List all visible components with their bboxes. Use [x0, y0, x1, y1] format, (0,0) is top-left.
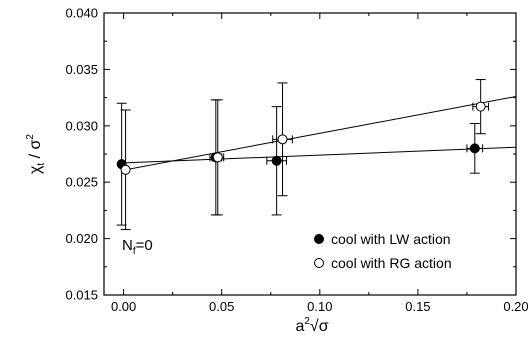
fit-line-lw — [121, 146, 517, 164]
annotation-rest: =0 — [136, 237, 153, 254]
data-point-lw — [469, 143, 480, 154]
data-point-lw — [271, 155, 282, 166]
annotation-base: N — [122, 237, 133, 254]
x-tick-label: 0.10 — [307, 299, 332, 314]
legend-label-rg: cool with RG action — [331, 255, 452, 271]
x-tick-label: 0.20 — [503, 299, 528, 314]
y-tick-label: 0.035 — [65, 62, 98, 77]
y-axis-title: χt / σ2 — [25, 134, 47, 174]
x-axis-title-base: a — [295, 318, 304, 335]
legend-marker-rg — [314, 258, 324, 268]
y-tick-label: 0.015 — [65, 288, 98, 303]
markers-group — [116, 101, 486, 175]
y-axis-title-base: χ — [27, 165, 44, 174]
x-axis-title-rest: √σ — [310, 318, 329, 335]
data-point-rg — [475, 101, 486, 112]
y-tick-label: 0.030 — [65, 118, 98, 133]
data-point-rg — [120, 164, 131, 175]
x-axis-title: a2√σ — [295, 316, 328, 335]
x-tick-label: 0.15 — [405, 299, 430, 314]
data-point-rg — [212, 152, 223, 163]
legend-marker-lw — [314, 234, 324, 244]
x-axis-title-sup: 2 — [304, 316, 310, 327]
y-tick-label: 0.025 — [65, 175, 98, 190]
annotation-sub: f — [133, 246, 136, 257]
y-tick-label: 0.020 — [65, 231, 98, 246]
y-tick-label: 0.040 — [65, 6, 98, 21]
x-tick-label: 0.00 — [111, 299, 136, 314]
legend-label-lw: cool with LW action — [331, 231, 451, 247]
fit-line-rg — [125, 95, 517, 171]
y-axis-title-sup: 2 — [25, 134, 36, 140]
y-axis-title-sub: t — [36, 163, 47, 166]
fit-lines-group — [121, 95, 517, 171]
annotation-nf: Nf=0 — [122, 237, 153, 257]
y-axis-title-mid: / σ — [27, 139, 44, 162]
x-tick-label: 0.05 — [209, 299, 234, 314]
ticks-group: 0.00 0.05 0.10 0.15 0.20 0.015 0.020 0.025 0.030… — [65, 6, 528, 315]
legend: cool with LW action cool with RG action — [314, 231, 452, 271]
data-point-rg — [277, 134, 288, 145]
